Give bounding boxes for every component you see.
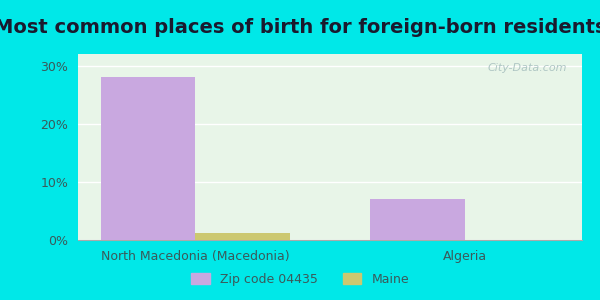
- Text: City-Data.com: City-Data.com: [487, 63, 567, 73]
- Bar: [195, 233, 290, 240]
- Bar: [370, 199, 465, 240]
- Bar: [101, 77, 195, 240]
- Legend: Zip code 04435, Maine: Zip code 04435, Maine: [186, 268, 414, 291]
- Text: Most common places of birth for foreign-born residents: Most common places of birth for foreign-…: [0, 18, 600, 37]
